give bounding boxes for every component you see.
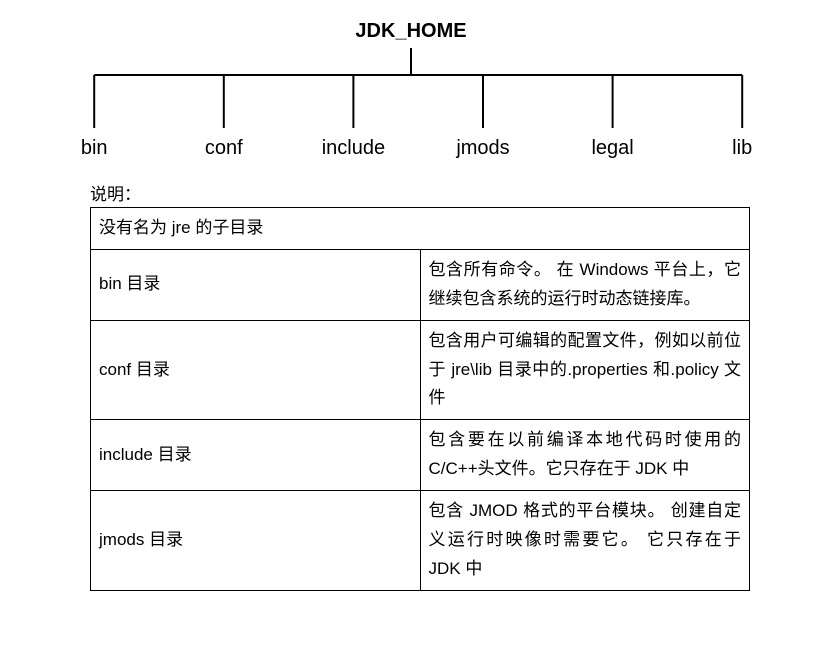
tree-root-label: JDK_HOME xyxy=(355,20,466,43)
table-row: jmods 目录包含 JMOD 格式的平台模块。 创建自定义运行时映像时需要它。… xyxy=(91,491,750,591)
note-cell: 没有名为 jre 的子目录 xyxy=(91,208,750,250)
table-row: 没有名为 jre 的子目录 xyxy=(91,208,750,250)
dir-desc-cell: 包含所有命令。 在 Windows 平台上，它继续包含系统的运行时动态链接库。 xyxy=(420,249,750,320)
dir-name-cell: bin 目录 xyxy=(91,249,421,320)
tree-leaf-label: conf xyxy=(205,137,243,160)
dir-name-cell: conf 目录 xyxy=(91,320,421,420)
table-row: include 目录包含要在以前编译本地代码时使用的 C/C++头文件。它只存在… xyxy=(91,420,750,491)
tree-leaf-label: include xyxy=(322,137,385,160)
tree-leaf-label: legal xyxy=(591,137,633,160)
dir-desc-cell: 包含用户可编辑的配置文件，例如以前位于 jre\lib 目录中的.propert… xyxy=(420,320,750,420)
description-table: 没有名为 jre 的子目录bin 目录包含所有命令。 在 Windows 平台上… xyxy=(90,207,750,591)
tree-leaf-label: bin xyxy=(81,137,108,160)
tree-leaf-label: lib xyxy=(732,137,752,160)
dir-desc-cell: 包含 JMOD 格式的平台模块。 创建自定义运行时映像时需要它。 它只存在于 J… xyxy=(420,491,750,591)
tree-leaf-label: jmods xyxy=(456,137,509,160)
table-row: conf 目录包含用户可编辑的配置文件，例如以前位于 jre\lib 目录中的.… xyxy=(91,320,750,420)
table-row: bin 目录包含所有命令。 在 Windows 平台上，它继续包含系统的运行时动… xyxy=(91,249,750,320)
dir-name-cell: jmods 目录 xyxy=(91,491,421,591)
description-heading: 说明： xyxy=(90,180,802,205)
dir-desc-cell: 包含要在以前编译本地代码时使用的 C/C++头文件。它只存在于 JDK 中 xyxy=(420,420,750,491)
dir-name-cell: include 目录 xyxy=(91,420,421,491)
description-table-body: 没有名为 jre 的子目录bin 目录包含所有命令。 在 Windows 平台上… xyxy=(91,208,750,591)
tree-diagram: JDK_HOME bin conf include jmods legal lib xyxy=(51,20,771,160)
